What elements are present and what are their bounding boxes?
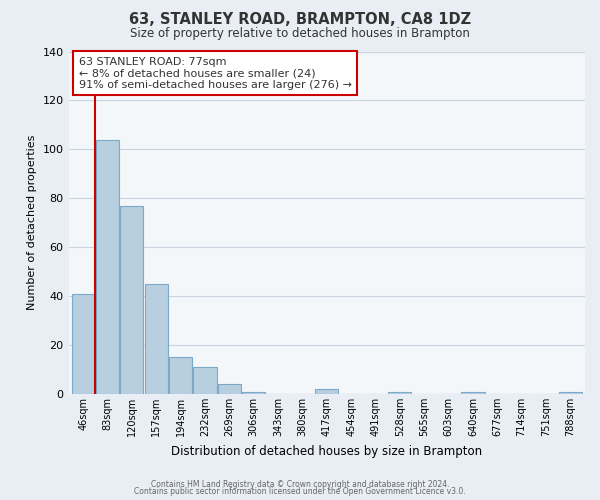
Bar bbox=[388, 392, 412, 394]
Text: 63, STANLEY ROAD, BRAMPTON, CA8 1DZ: 63, STANLEY ROAD, BRAMPTON, CA8 1DZ bbox=[129, 12, 471, 28]
Text: Contains HM Land Registry data © Crown copyright and database right 2024.: Contains HM Land Registry data © Crown c… bbox=[151, 480, 449, 489]
Bar bbox=[315, 389, 338, 394]
Text: 63 STANLEY ROAD: 77sqm
← 8% of detached houses are smaller (24)
91% of semi-deta: 63 STANLEY ROAD: 77sqm ← 8% of detached … bbox=[79, 56, 352, 90]
Bar bbox=[169, 358, 192, 394]
Bar bbox=[242, 392, 265, 394]
Bar bbox=[71, 294, 95, 394]
Bar bbox=[461, 392, 485, 394]
Bar bbox=[218, 384, 241, 394]
Bar bbox=[559, 392, 582, 394]
Bar bbox=[121, 206, 143, 394]
Bar bbox=[145, 284, 168, 394]
Bar bbox=[96, 140, 119, 394]
Y-axis label: Number of detached properties: Number of detached properties bbox=[27, 135, 37, 310]
Text: Size of property relative to detached houses in Brampton: Size of property relative to detached ho… bbox=[130, 28, 470, 40]
X-axis label: Distribution of detached houses by size in Brampton: Distribution of detached houses by size … bbox=[171, 444, 482, 458]
Bar bbox=[193, 367, 217, 394]
Text: Contains public sector information licensed under the Open Government Licence v3: Contains public sector information licen… bbox=[134, 487, 466, 496]
